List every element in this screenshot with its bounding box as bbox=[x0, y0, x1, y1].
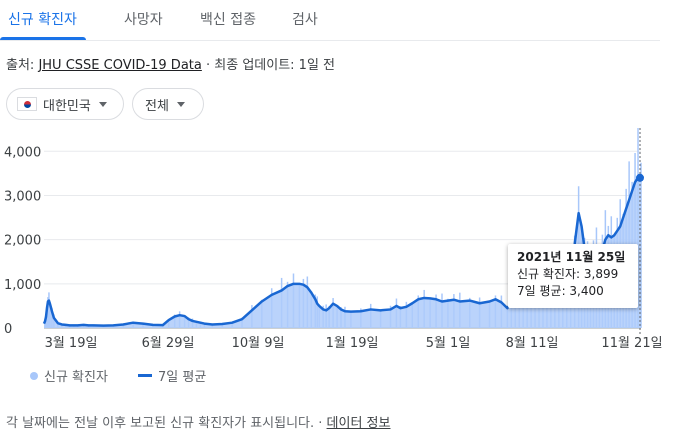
legend-avg-label: 7일 평균 bbox=[158, 370, 207, 385]
source-line: 출처: JHU CSSE COVID-19 Data · 최종 업데이트: 1일… bbox=[6, 54, 335, 73]
last-updated: 최종 업데이트: 1일 전 bbox=[214, 58, 335, 73]
tab-new-cases[interactable]: 신규 확진자 bbox=[8, 12, 77, 28]
source-separator: · bbox=[201, 58, 215, 73]
x-tick-label: 5월 1일 bbox=[426, 336, 471, 351]
x-tick-label: 1월 19일 bbox=[326, 336, 379, 351]
korea-flag-icon bbox=[17, 97, 37, 111]
country-dropdown[interactable]: 대한민국 bbox=[6, 88, 124, 120]
data-info-link[interactable]: 데이터 정보 bbox=[326, 416, 391, 431]
legend-cases: 신규 확진자 bbox=[30, 366, 108, 385]
tooltip-cases: 신규 확진자: 3,899 bbox=[517, 267, 619, 281]
range-dropdown[interactable]: 전체 bbox=[132, 88, 204, 120]
x-tick-label: 11월 21일 bbox=[601, 336, 662, 351]
tab-active-indicator bbox=[0, 37, 86, 40]
tooltip-avg: 7일 평균: 3,400 bbox=[517, 284, 604, 298]
source-link[interactable]: JHU CSSE COVID-19 Data bbox=[38, 58, 202, 73]
tooltip-date: 2021년 11월 25일 bbox=[517, 250, 626, 264]
x-tick-label: 8월 11일 bbox=[506, 336, 559, 351]
tab-deaths[interactable]: 사망자 bbox=[124, 12, 163, 28]
range-label: 전체 bbox=[145, 98, 169, 114]
y-tick-label: 0 bbox=[4, 322, 12, 337]
chevron-down-icon bbox=[176, 101, 185, 107]
cases-chart[interactable]: 0 1,000 2,000 3,000 4,000 3월 19일 6월 29일 10월 9일… bbox=[0, 128, 676, 358]
tab-bar: 신규 확진자 사망자 백신 접종 검사 bbox=[0, 0, 660, 41]
chevron-down-icon bbox=[98, 101, 107, 107]
legend-avg-swatch bbox=[138, 374, 152, 377]
hover-point bbox=[636, 173, 644, 182]
tooltip: 2021년 11월 25일 신규 확진자: 3,899 7일 평균: 3,400 bbox=[508, 244, 638, 308]
y-tick-label: 2,000 bbox=[4, 234, 41, 249]
legend-avg: 7일 평균 bbox=[138, 366, 206, 385]
avg-line bbox=[42, 176, 641, 327]
legend-cases-label: 신규 확진자 bbox=[44, 370, 108, 385]
tab-vaccinations[interactable]: 백신 접종 bbox=[200, 12, 256, 28]
footer-separator: · bbox=[314, 416, 327, 431]
legend-cases-swatch bbox=[30, 371, 38, 380]
y-tick-label: 1,000 bbox=[4, 278, 41, 293]
country-label: 대한민국 bbox=[43, 98, 91, 114]
x-tick-label: 6월 29일 bbox=[142, 336, 195, 351]
tab-tests[interactable]: 검사 bbox=[292, 12, 318, 28]
footer-note: 각 날짜에는 전날 이후 보고된 신규 확진자가 표시됩니다. · 데이터 정보 bbox=[6, 412, 390, 431]
x-tick-label: 10월 9일 bbox=[232, 336, 285, 351]
source-prefix: 출처: bbox=[6, 58, 39, 73]
avg-area bbox=[44, 177, 641, 328]
y-tick-label: 3,000 bbox=[4, 189, 41, 204]
footer-text: 각 날짜에는 전날 이후 보고된 신규 확진자가 표시됩니다. bbox=[6, 416, 315, 431]
x-tick-label: 3월 19일 bbox=[45, 336, 98, 351]
y-tick-label: 4,000 bbox=[4, 145, 41, 160]
